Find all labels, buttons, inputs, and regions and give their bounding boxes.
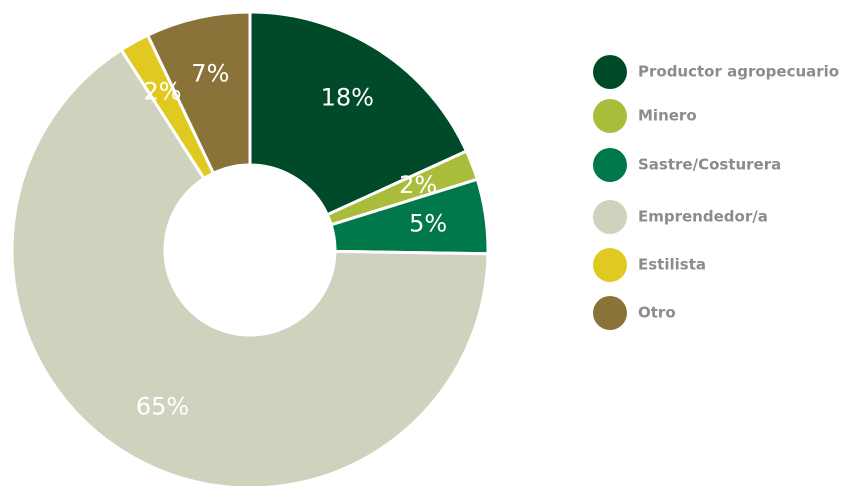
slice-label: 18% (321, 84, 374, 112)
slice-label: 7% (191, 59, 229, 87)
pie-slice (10, 47, 490, 486)
slice-label: 65% (136, 392, 189, 420)
legend-label: Minero (638, 107, 697, 125)
legend-label: Productor agropecuario (638, 63, 839, 81)
slice-label: 5% (409, 209, 447, 237)
slice-label: 2% (143, 78, 181, 106)
legend-label: Emprendedor/a (638, 208, 768, 226)
pie-slice (145, 10, 252, 176)
legend-swatch (593, 55, 627, 89)
slice-label: 2% (399, 171, 437, 199)
legend-swatch (593, 296, 627, 330)
legend-swatch (593, 248, 627, 282)
legend-swatch (593, 200, 627, 234)
pie-slice (248, 10, 469, 217)
legend-label: Estilista (638, 256, 706, 274)
legend-label: Sastre/Costurera (638, 156, 781, 174)
legend-swatch (593, 148, 627, 182)
legend-label: Otro (638, 304, 676, 322)
legend-swatch (593, 99, 627, 133)
